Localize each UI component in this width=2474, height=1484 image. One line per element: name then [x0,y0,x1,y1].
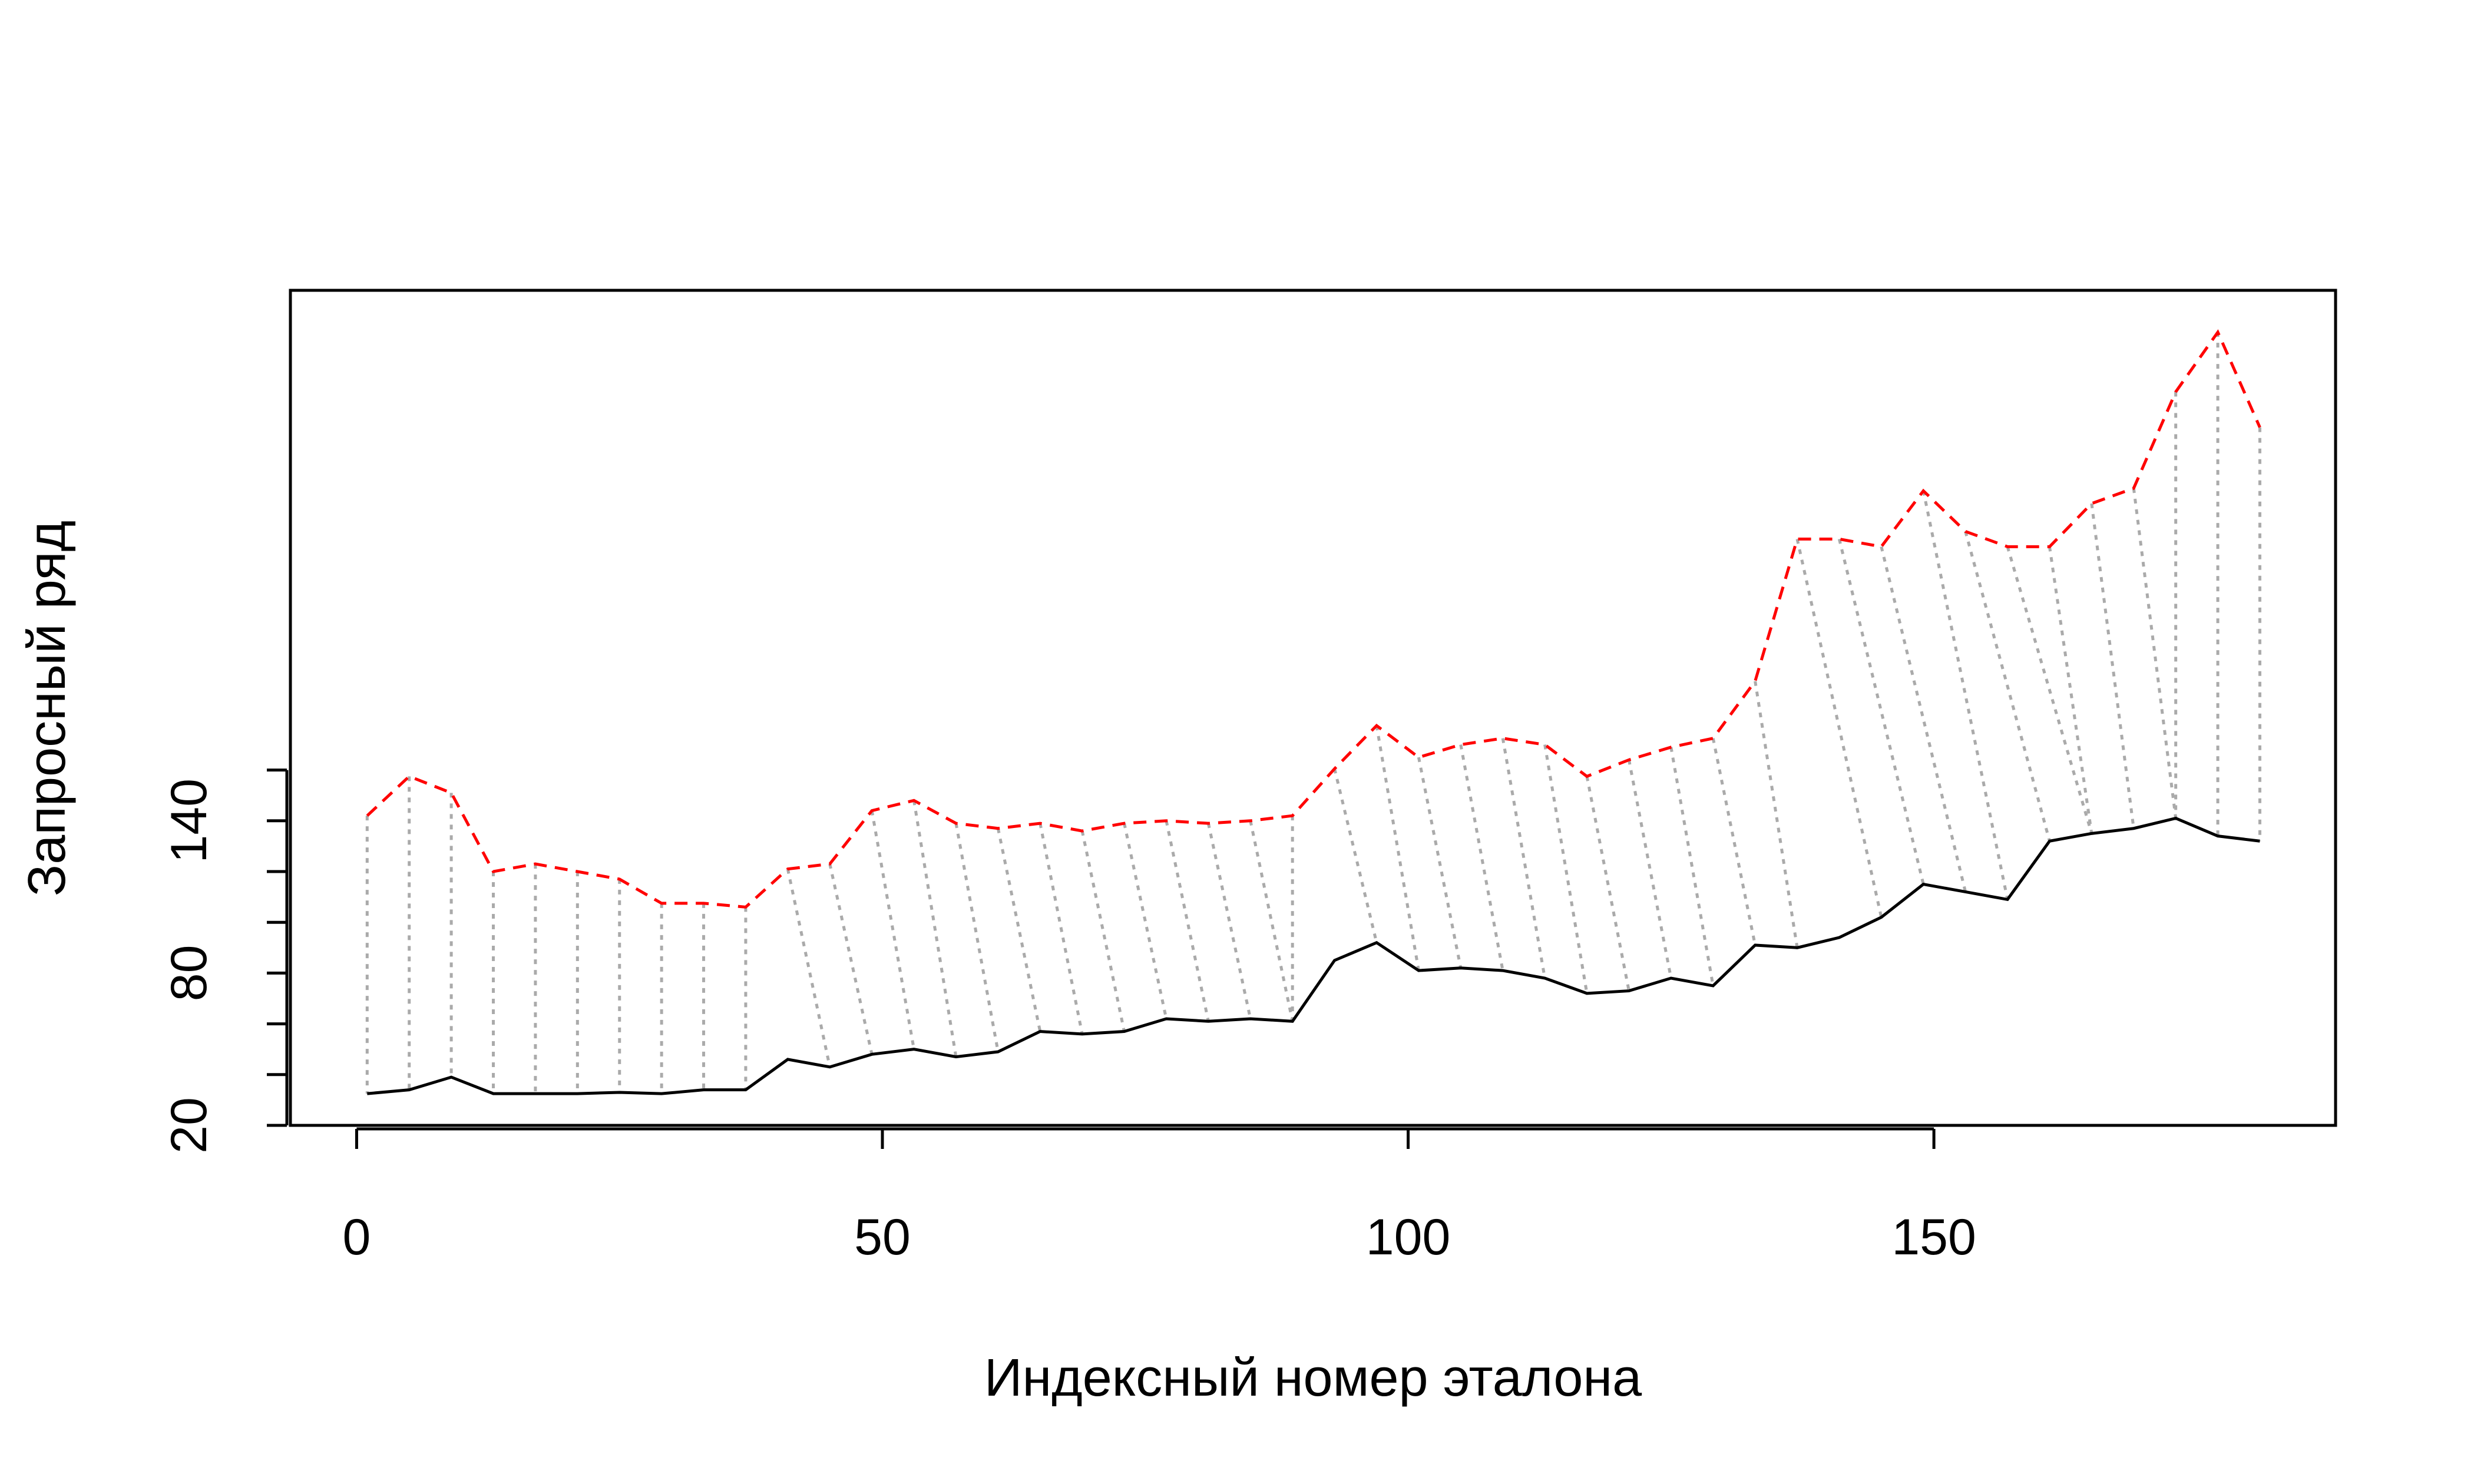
alignment-line [1669,747,1715,986]
alignment-line [1795,538,1883,918]
y-axis-title: Запросный ряд [18,521,77,896]
alignment-line [1711,738,1757,946]
alignment-line [1754,681,1799,948]
alignment-line [2132,488,2178,819]
alignment-line [2090,503,2135,829]
series-line [366,329,2261,909]
alignment-line [912,800,958,1058]
alignment-line [1165,820,1210,1022]
x-tick-label: 150 [1891,1209,1976,1266]
alignment-line [1964,531,2051,842]
alignment-line [1501,738,1547,979]
alignment-line [1417,757,1463,969]
y-tick-label: 20 [161,1097,217,1154]
alignment-line [1459,744,1504,971]
alignment-line [1333,768,1378,943]
alignment-line [1249,820,1294,1022]
alignment-line [786,869,832,1068]
alignment-line [1038,823,1084,1035]
x-tick-label: 50 [854,1209,911,1266]
x-tick-label: 100 [1366,1209,1451,1266]
x-axis-title: Индексный номер эталона [984,1349,1642,1407]
series-line [367,816,2260,1095]
x-tick-label: 0 [343,1209,371,1266]
alignment-line [1123,823,1168,1019]
y-tick-label: 80 [161,945,217,1002]
alignment-line [996,828,1042,1032]
alignment-line [2006,546,2093,834]
plot-frame [289,289,2337,1127]
alignment-line [828,863,874,1055]
y-tick-label: 140 [161,779,217,863]
alignment-line [1080,830,1126,1032]
alignment-line [1585,776,1630,992]
alignment-line [870,810,916,1050]
alignment-line [1206,823,1252,1019]
alignment-line [954,823,1000,1052]
